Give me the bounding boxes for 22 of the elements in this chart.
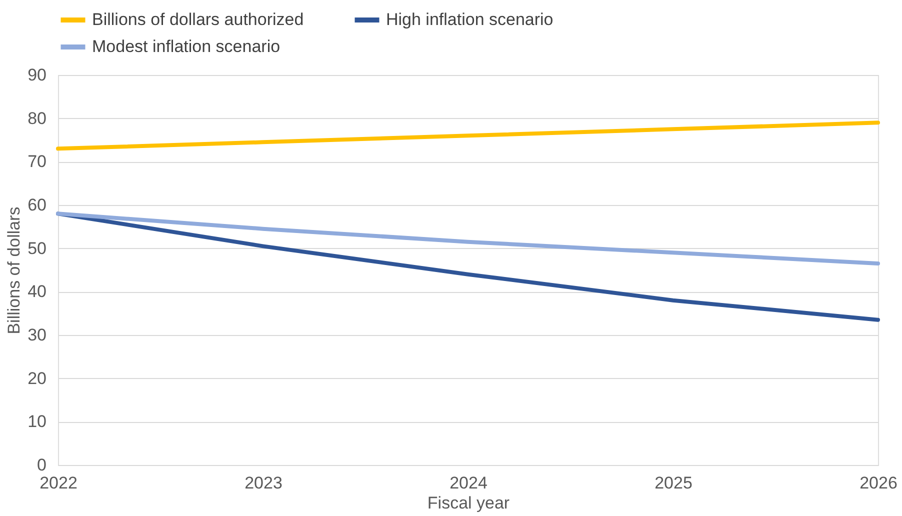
x-axis-title: Fiscal year	[427, 494, 510, 512]
line-series	[56, 120, 880, 151]
y-tick-label: 80	[28, 108, 46, 128]
y-tick-label: 40	[28, 282, 46, 302]
y-tick-label: 0	[37, 456, 46, 474]
x-tick-label: 2022	[40, 474, 78, 492]
x-tick-label: 2024	[450, 474, 488, 492]
y-tick-label: 10	[28, 412, 46, 432]
y-tick-label: 60	[28, 196, 46, 214]
line-series	[56, 212, 880, 266]
x-tick-label: 2026	[860, 474, 898, 492]
y-tick-label: 70	[28, 152, 46, 172]
y-axis-title: Billions of dollars	[4, 206, 24, 334]
y-tick-label: 50	[28, 238, 46, 258]
y-tick-label: 90	[28, 66, 46, 84]
x-tick-label: 2025	[654, 474, 692, 492]
y-tick-label: 30	[28, 326, 46, 344]
legend-label: Modest inflation scenario	[92, 37, 280, 56]
x-tick-label: 2023	[244, 474, 282, 492]
y-tick-label: 20	[28, 368, 46, 388]
legend-label: Billions of dollars authorized	[92, 10, 304, 29]
legend-label: High inflation scenario	[386, 10, 554, 29]
